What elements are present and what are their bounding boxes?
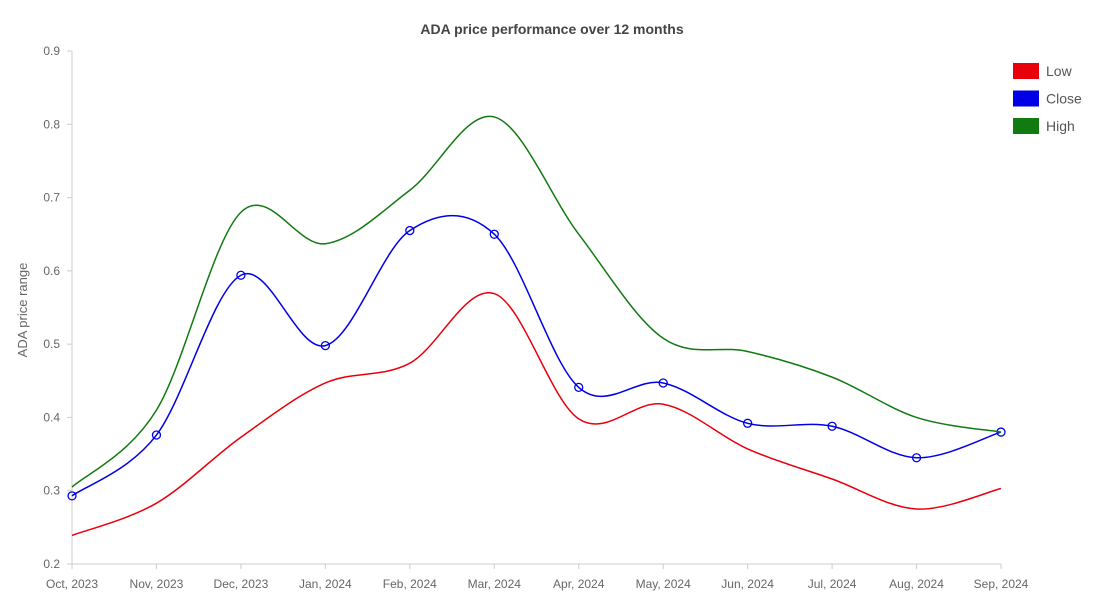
legend-swatch — [1013, 118, 1039, 134]
data-point-close[interactable] — [405, 225, 415, 236]
y-tick-label: 0.6 — [43, 264, 60, 278]
y-tick-label: 0.3 — [43, 484, 60, 498]
x-tick-label: Sep, 2024 — [974, 577, 1029, 591]
x-tick-label: May, 2024 — [636, 577, 691, 591]
legend-item-high[interactable]: High — [1013, 118, 1075, 134]
x-tick-label: Nov, 2023 — [130, 577, 184, 591]
x-tick-label: Oct, 2023 — [46, 577, 98, 591]
y-tick-label: 0.9 — [43, 44, 60, 58]
legend-swatch — [1013, 63, 1039, 79]
axes: 0.2 0.3 0.4 0.5 0.6 0.7 0.8 0.9 Oct, 2023 Nov, 20… — [43, 44, 1028, 591]
legend-label: Low — [1046, 63, 1073, 79]
y-axis-label: ADA price range — [15, 263, 30, 358]
y-tick-label: 0.8 — [43, 117, 60, 131]
x-tick-label: Jul, 2024 — [808, 577, 857, 591]
series-close — [67, 214, 1006, 501]
data-point-close[interactable] — [911, 453, 922, 463]
series-line-close — [71, 214, 1002, 497]
legend-swatch — [1013, 90, 1039, 107]
x-tick-label: Jan, 2024 — [299, 577, 352, 591]
series-high — [71, 115, 1002, 488]
y-tick-label: 0.5 — [43, 337, 60, 351]
data-point-close[interactable] — [67, 491, 77, 501]
series-line-high — [71, 115, 1002, 488]
data-point-close[interactable] — [151, 430, 162, 440]
x-tick-label: Mar, 2024 — [468, 577, 522, 591]
y-tick-label: 0.2 — [43, 557, 60, 571]
x-tick-label: Jun, 2024 — [721, 577, 774, 591]
data-point-close[interactable] — [827, 421, 837, 431]
chart-title: ADA price performance over 12 months — [420, 21, 683, 37]
legend-label: Close — [1046, 91, 1082, 107]
data-point-close[interactable] — [742, 418, 753, 428]
y-tick-label: 0.7 — [43, 191, 60, 205]
x-tick-label: Aug, 2024 — [889, 577, 944, 591]
data-point-close[interactable] — [489, 229, 499, 239]
data-point-close[interactable] — [658, 378, 668, 388]
data-point-close[interactable] — [320, 340, 331, 351]
y-tick-label: 0.4 — [43, 410, 60, 424]
legend-label: High — [1046, 118, 1075, 134]
series-layer — [67, 115, 1006, 537]
data-point-close[interactable] — [236, 270, 246, 280]
x-tick-label: Dec, 2023 — [214, 577, 269, 591]
series-line-low — [71, 291, 1002, 537]
data-point-close[interactable] — [574, 382, 584, 393]
x-tick-label: Apr, 2024 — [553, 577, 605, 591]
legend-item-low[interactable]: Low — [1013, 63, 1073, 79]
legend: Low Close High — [1013, 63, 1082, 134]
x-tick-label: Feb, 2024 — [383, 577, 437, 591]
series-low — [71, 291, 1002, 537]
legend-item-close[interactable]: Close — [1013, 90, 1082, 107]
